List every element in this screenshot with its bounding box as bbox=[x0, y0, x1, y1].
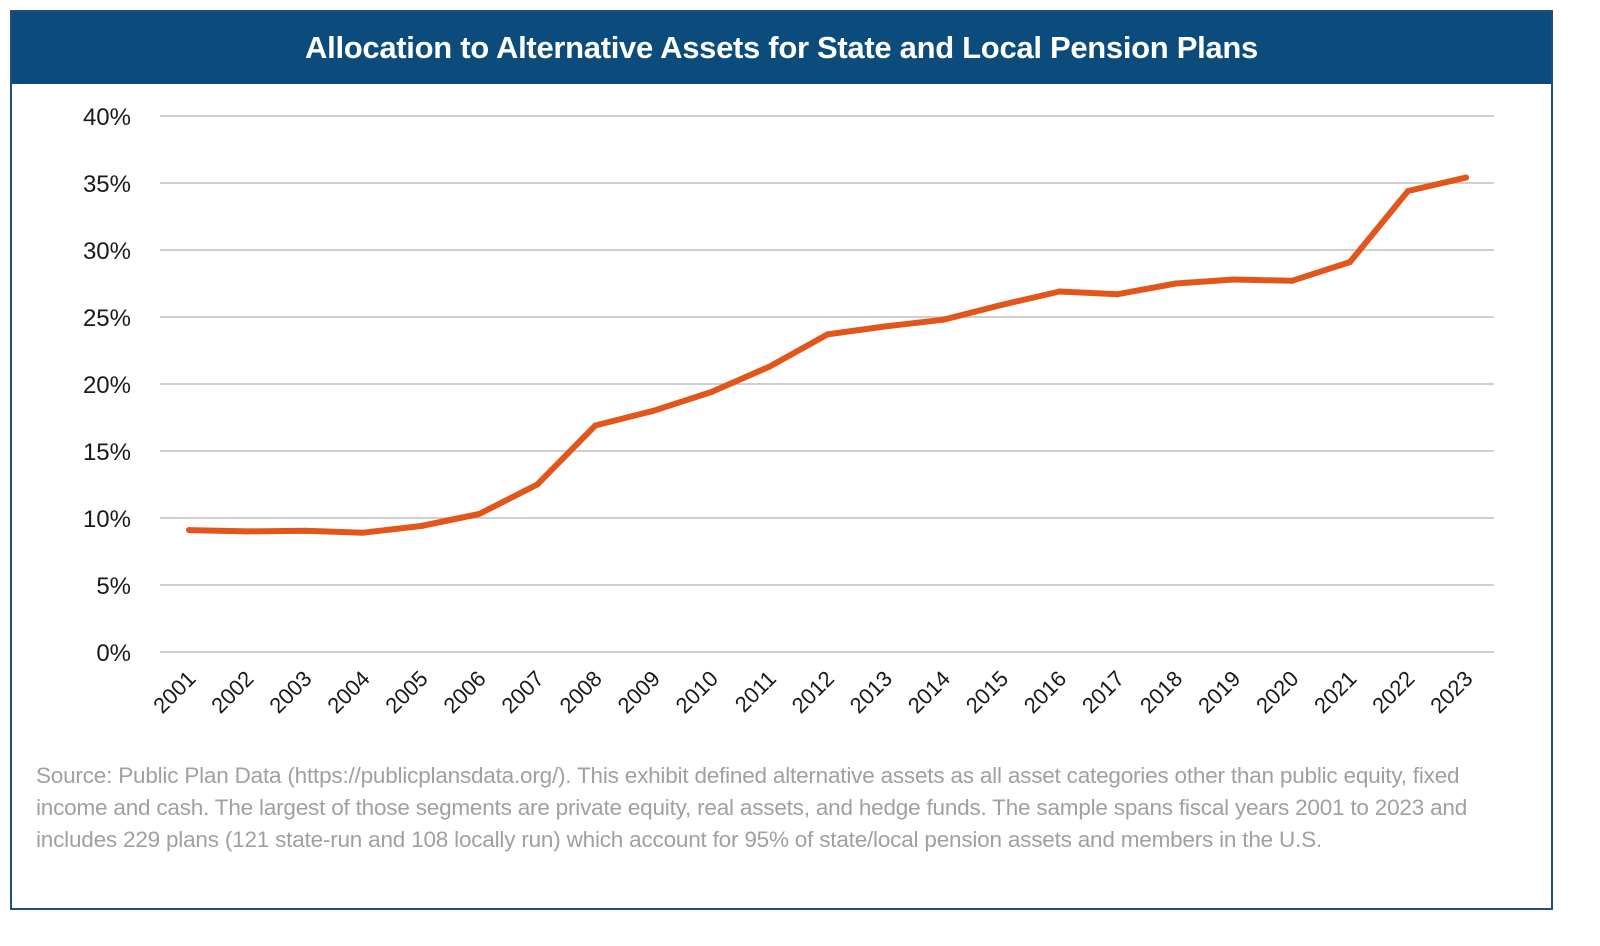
data-point bbox=[1056, 288, 1063, 295]
x-tick-label: 2023 bbox=[1425, 666, 1477, 718]
x-tick-label: 2001 bbox=[148, 666, 200, 718]
x-tick-label: 2020 bbox=[1251, 666, 1303, 718]
data-point bbox=[940, 316, 947, 323]
data-point bbox=[1172, 280, 1179, 287]
x-tick-label: 2009 bbox=[613, 666, 665, 718]
y-tick-label: 35% bbox=[83, 171, 131, 198]
y-tick-label: 20% bbox=[83, 372, 131, 399]
x-tick-label: 2011 bbox=[730, 666, 781, 717]
series-line bbox=[186, 174, 1469, 536]
x-tick-label: 2019 bbox=[1193, 666, 1245, 718]
data-point bbox=[998, 301, 1005, 308]
y-tick-label: 40% bbox=[83, 104, 131, 131]
title-banner: Allocation to Alternative Assets for Sta… bbox=[12, 12, 1551, 84]
x-tick-label: 2021 bbox=[1309, 666, 1361, 718]
data-point bbox=[650, 407, 657, 414]
data-point bbox=[708, 389, 715, 396]
x-tick-label: 2010 bbox=[671, 666, 723, 718]
data-point bbox=[360, 529, 367, 536]
x-tick-label: 2003 bbox=[264, 666, 316, 718]
x-tick-label: 2005 bbox=[380, 666, 432, 718]
y-tick-label: 5% bbox=[96, 573, 131, 600]
data-point bbox=[1230, 276, 1237, 283]
data-point bbox=[1463, 174, 1469, 181]
y-tick-label: 10% bbox=[83, 506, 131, 533]
x-tick-label: 2004 bbox=[322, 666, 374, 718]
line-chart: 0%5%10%15%20%25%30%35%40% 2001 2002 2003 20… bbox=[83, 104, 1494, 718]
data-point bbox=[592, 422, 599, 429]
chart-frame: Allocation to Alternative Assets for Sta… bbox=[10, 10, 1553, 910]
chart-title: Allocation to Alternative Assets for Sta… bbox=[305, 30, 1258, 65]
x-tick-label: 2018 bbox=[1135, 666, 1187, 718]
y-tick-label: 30% bbox=[83, 238, 131, 265]
x-tick-label: 2022 bbox=[1367, 666, 1419, 718]
x-tick-label: 2014 bbox=[903, 666, 955, 718]
y-tick-label: 25% bbox=[83, 305, 131, 332]
data-point bbox=[1404, 188, 1411, 195]
data-point bbox=[302, 527, 309, 534]
data-point bbox=[1288, 277, 1295, 284]
data-point bbox=[824, 331, 831, 338]
x-tick-label: 2006 bbox=[438, 666, 490, 718]
x-tick-label: 2008 bbox=[555, 666, 607, 718]
gridlines bbox=[160, 115, 1494, 653]
data-point bbox=[766, 363, 773, 370]
data-point bbox=[1346, 259, 1353, 266]
data-point bbox=[244, 528, 251, 535]
series-group bbox=[186, 174, 1469, 536]
y-tick-label: 15% bbox=[83, 439, 131, 466]
x-tick-label: 2016 bbox=[1019, 666, 1071, 718]
x-tick-label: 2017 bbox=[1077, 666, 1129, 718]
y-tick-label: 0% bbox=[96, 640, 131, 667]
data-point bbox=[1114, 291, 1121, 298]
x-axis-ticks: 2001 2002 2003 2004 2005 2006 2007 2008 2009 2010… bbox=[148, 666, 1477, 718]
data-point bbox=[882, 323, 889, 330]
data-point bbox=[534, 481, 541, 488]
data-point bbox=[186, 527, 192, 534]
y-axis-ticks: 0% 5% 10% 15% 20% 25% 30% 35% 40% bbox=[83, 104, 131, 667]
source-footnote: Source: Public Plan Data (https://public… bbox=[36, 763, 1468, 852]
x-tick-label: 2007 bbox=[497, 666, 549, 718]
x-tick-label: 2012 bbox=[787, 666, 839, 718]
data-point bbox=[476, 510, 483, 517]
x-tick-label: 2013 bbox=[845, 666, 897, 718]
data-point bbox=[418, 523, 425, 530]
x-tick-label: 2015 bbox=[961, 666, 1013, 718]
x-tick-label: 2002 bbox=[206, 666, 258, 718]
